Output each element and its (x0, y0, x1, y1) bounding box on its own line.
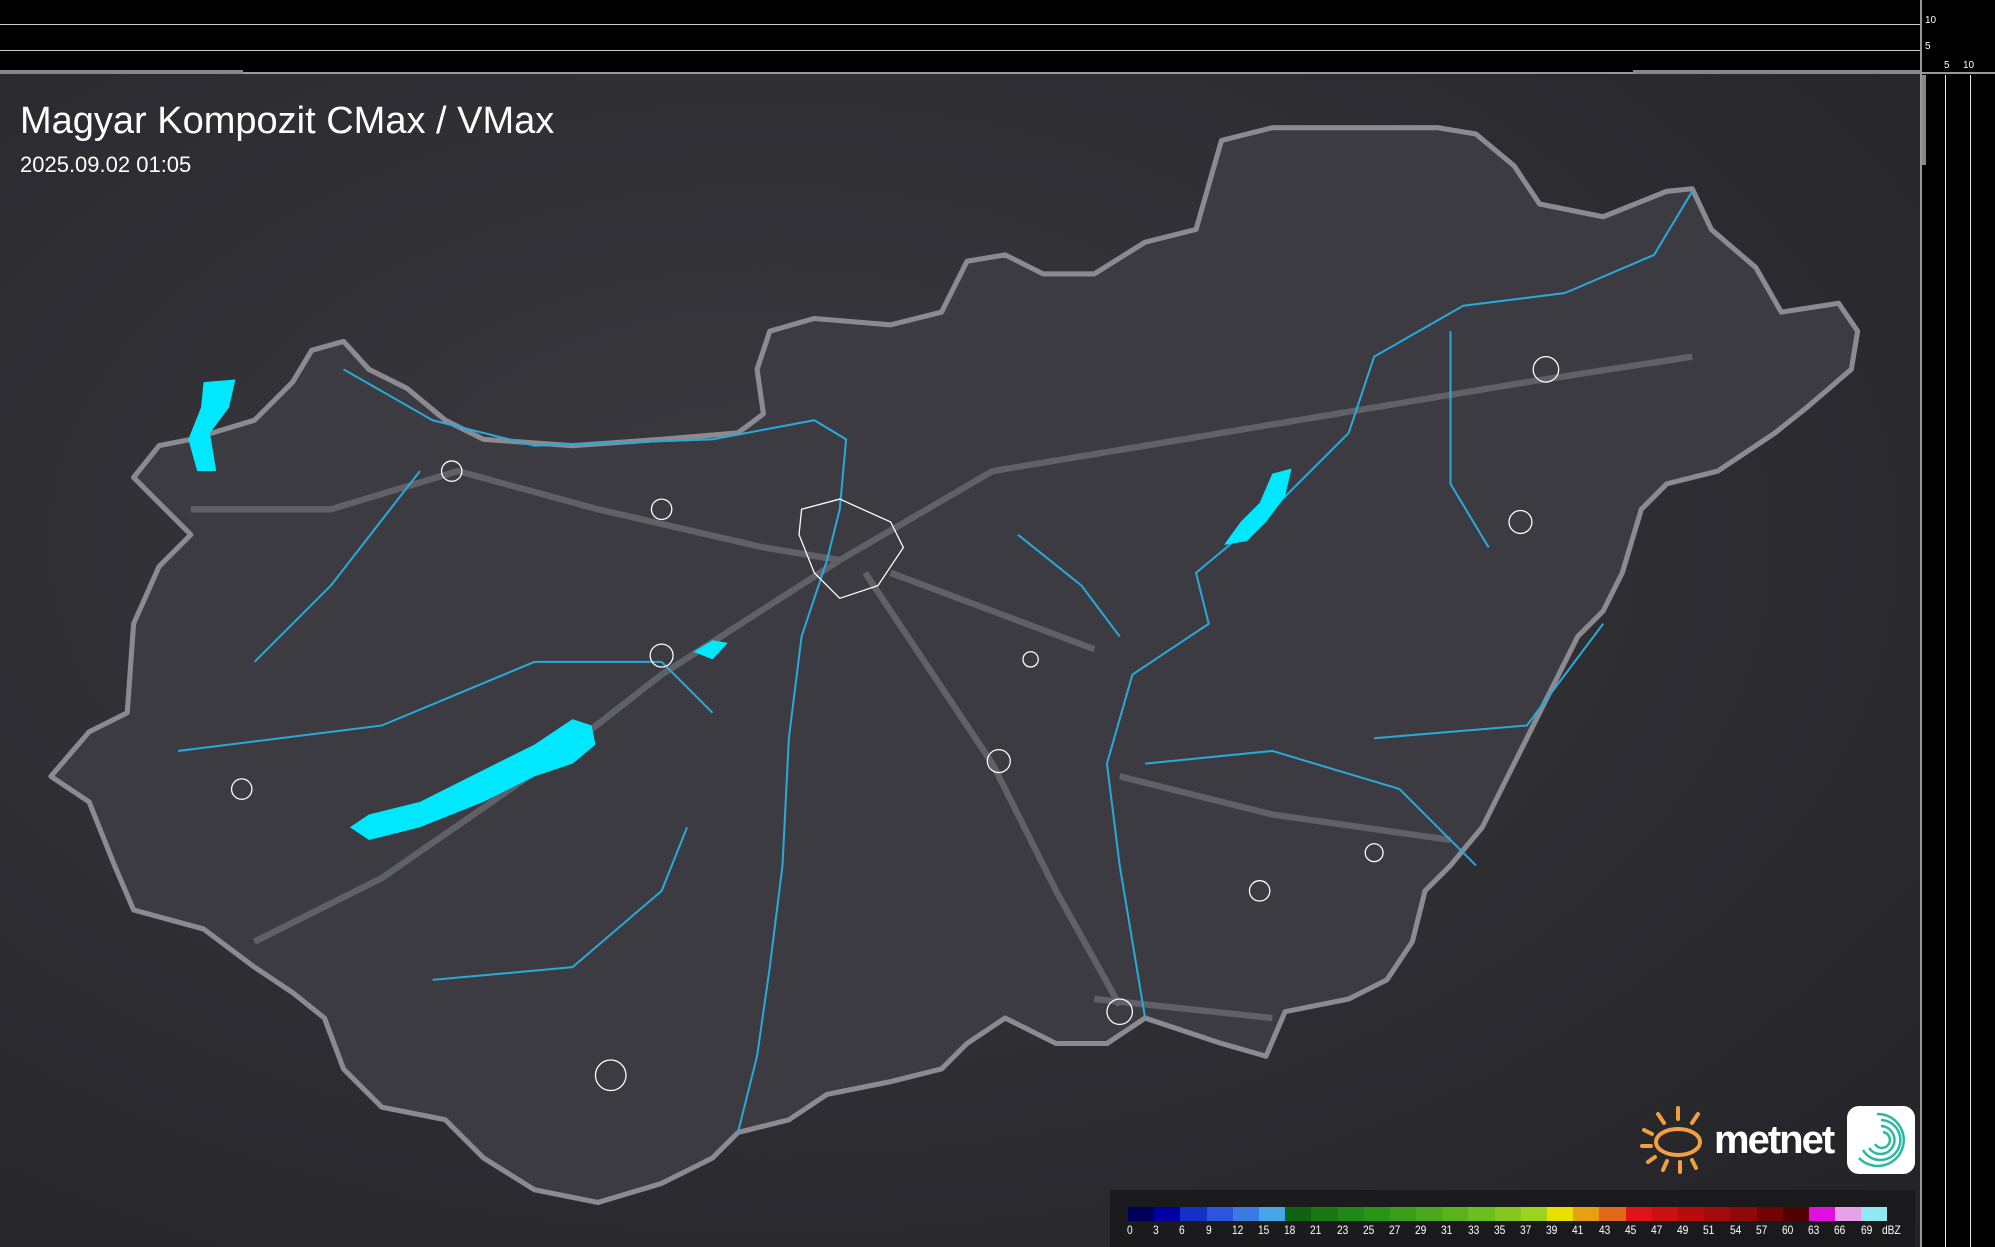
legend-value: 23 (1336, 1223, 1348, 1237)
legend-swatch (1756, 1207, 1783, 1221)
legend-swatch (1311, 1207, 1338, 1221)
profile-tick-right-10: 10 (1963, 60, 1975, 71)
legend-swatch (1206, 1207, 1233, 1221)
legend-swatch (1416, 1207, 1443, 1221)
legend-value: 29 (1415, 1223, 1427, 1237)
legend-swatch (1337, 1207, 1364, 1221)
legend-swatch (1494, 1207, 1521, 1221)
legend-swatch (1442, 1207, 1469, 1221)
legend-value: 6 (1179, 1223, 1186, 1237)
legend-value: 25 (1362, 1223, 1375, 1237)
legend-value: 31 (1441, 1223, 1453, 1237)
scrollbar-right[interactable] (1922, 75, 1926, 165)
lake-neusiedl (188, 379, 236, 472)
brand-name: metnet (1714, 1117, 1835, 1162)
legend-value: 12 (1231, 1223, 1244, 1237)
legend-swatch (1651, 1207, 1678, 1221)
legend-swatch (1808, 1207, 1836, 1221)
city-outlines (230, 356, 1560, 1092)
legend-swatch (1861, 1207, 1888, 1221)
radar-map[interactable] (0, 73, 1920, 1247)
lakes (188, 379, 1292, 840)
profile-gridline-right-5 (1945, 75, 1946, 1247)
legend-value: 15 (1258, 1223, 1270, 1237)
legend-value: 0 (1127, 1223, 1133, 1237)
map-title: Magyar Kompozit CMax / VMax (20, 100, 555, 142)
legend-value: 18 (1284, 1223, 1296, 1237)
legend-color-bar (1128, 1207, 1888, 1221)
legend-swatch (1520, 1207, 1547, 1221)
legend-value: 66 (1834, 1223, 1846, 1237)
scrollbar-top-right[interactable] (1633, 70, 1921, 74)
legend-value: 3 (1153, 1223, 1159, 1237)
profile-gridline-10 (0, 24, 1921, 25)
legend-value: 54 (1729, 1223, 1741, 1237)
lake-velence (693, 640, 728, 660)
legend-swatch (1154, 1207, 1181, 1221)
legend-swatch (1258, 1207, 1286, 1221)
legend-swatch (1677, 1207, 1705, 1221)
legend-swatch (1599, 1207, 1626, 1221)
legend-value: 51 (1703, 1223, 1715, 1237)
dbz-color-legend: 0 3 6 9 12 15 18 21 23 25 27 29 31 33 35 37 39 41 43 45 47 49… (1110, 1190, 1915, 1247)
profile-tick-5: 5 (1925, 41, 1931, 52)
legend-value: 60 (1782, 1223, 1794, 1237)
legend-value: 9 (1205, 1223, 1212, 1237)
legend-value: 63 (1808, 1223, 1820, 1237)
legend-swatch (1782, 1207, 1809, 1221)
hungary-map (48, 125, 1861, 1206)
legend-swatch (1180, 1207, 1207, 1221)
legend-swatch (1573, 1207, 1600, 1221)
legend-value: 37 (1520, 1223, 1532, 1237)
danube-river (343, 368, 848, 1133)
legend-value: 49 (1677, 1223, 1689, 1237)
legend-swatch (1285, 1207, 1312, 1221)
legend-value: 27 (1389, 1223, 1401, 1237)
legend-value: 33 (1467, 1223, 1479, 1237)
legend-swatch (1363, 1207, 1390, 1221)
legend-value: 47 (1651, 1223, 1663, 1237)
legend-swatch (1468, 1207, 1495, 1221)
legend-swatch (1835, 1207, 1862, 1221)
legend-value: 43 (1598, 1223, 1610, 1237)
legend-swatch (1547, 1207, 1574, 1221)
legend-labels: 0 3 6 9 12 15 18 21 23 25 27 29 31 33 35 37 39 41 43 45 47 49… (1127, 1223, 1918, 1239)
legend-swatch (1704, 1207, 1731, 1221)
profile-gridline-right-10 (1970, 75, 1971, 1247)
lake-tisza (1224, 468, 1292, 545)
legend-swatch (1625, 1207, 1652, 1221)
legend-value: 69 (1860, 1223, 1872, 1237)
swirl-app-icon (1847, 1106, 1916, 1174)
legend-value: 45 (1624, 1223, 1637, 1237)
legend-value: 21 (1310, 1223, 1322, 1237)
legend-value: 39 (1546, 1223, 1558, 1237)
hungary-country-shape (48, 125, 1861, 1206)
legend-value: 57 (1755, 1223, 1768, 1237)
profile-gridline-5 (0, 50, 1921, 51)
legend-value: 41 (1572, 1223, 1584, 1237)
budapest-outline (798, 498, 905, 600)
profile-tick-10: 10 (1925, 15, 1937, 26)
sun-icon (1640, 1106, 1702, 1174)
profile-divider (1920, 0, 1922, 1247)
metnet-logo: metnet (1638, 1104, 1916, 1176)
lake-balaton (349, 719, 596, 840)
profile-tick-right-5: 5 (1944, 60, 1950, 71)
legend-swatch (1730, 1207, 1757, 1221)
scrollbar-top-left[interactable] (0, 70, 243, 74)
legend-swatch (1389, 1207, 1417, 1221)
map-timestamp: 2025.09.02 01:05 (20, 152, 192, 177)
map-top-border (0, 72, 1995, 74)
legend-swatch (1128, 1207, 1155, 1221)
legend-unit: dBZ (1881, 1223, 1901, 1237)
legend-swatch (1232, 1207, 1259, 1221)
legend-value: 35 (1493, 1223, 1506, 1237)
